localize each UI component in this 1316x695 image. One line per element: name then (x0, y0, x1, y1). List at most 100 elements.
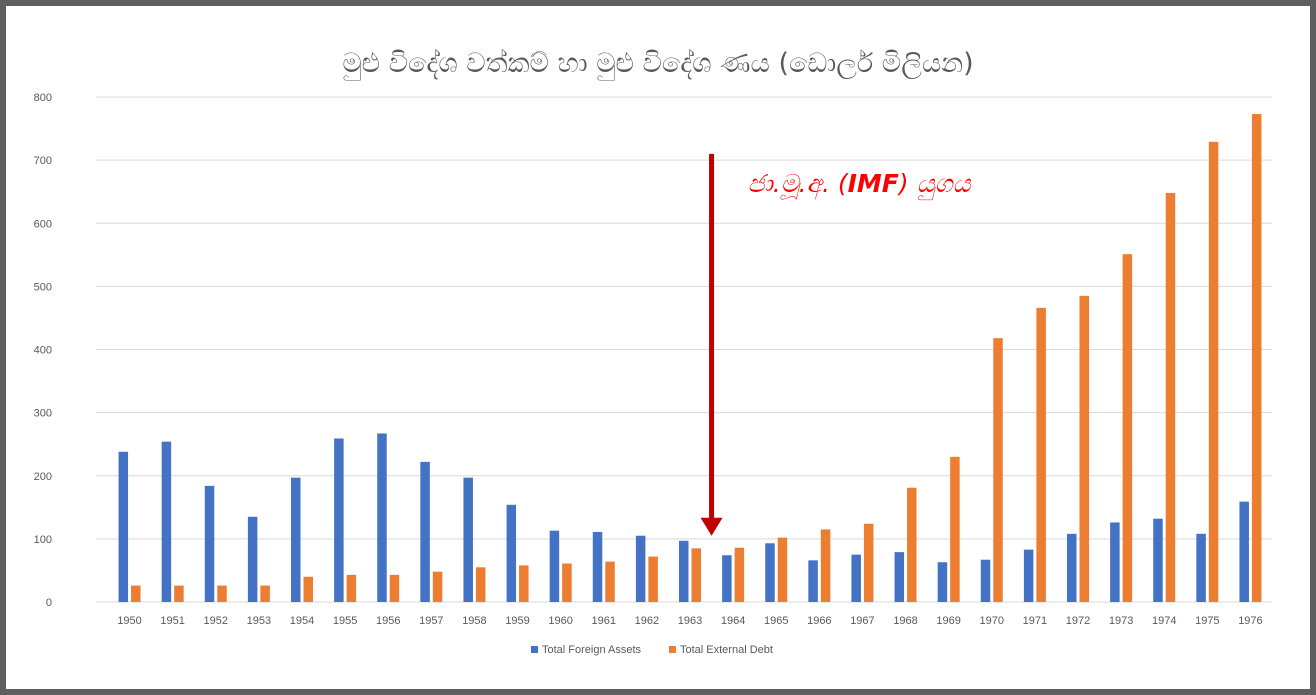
legend: Total Foreign Assets Total External Debt (531, 644, 773, 656)
x-tick-label: 1959 (505, 615, 529, 627)
chart-title: මුළු විදේශ වත්කම් හා මුළු විදේශ ණය (ඩොලර… (342, 48, 973, 80)
x-tick-label: 1976 (1238, 615, 1262, 627)
y-tick-label: 200 (34, 471, 52, 483)
bar-assets-1971 (1023, 549, 1034, 602)
imf-annotation: ජා.මූ.අ. (IMF) යුගය (700, 153, 972, 536)
bar-debt-1964 (734, 547, 745, 602)
bar-debt-1968 (907, 487, 917, 602)
bar-debt-1975 (1208, 141, 1219, 602)
bar-assets-1963 (679, 540, 689, 602)
y-tick-label: 600 (34, 218, 52, 230)
bar-debt-1950 (131, 585, 141, 602)
x-axis-ticks: 1950 1951 1952 1953 1954 1955 1956 1957 1958 1959… (117, 615, 1262, 627)
x-tick-label: 1960 (548, 615, 572, 627)
bar-debt-1973 (1122, 254, 1133, 602)
x-tick-label: 1950 (117, 615, 141, 627)
bar-debt-1967 (863, 523, 874, 602)
bar-debt-1954 (303, 576, 313, 602)
bar-debt-1971 (1036, 307, 1046, 602)
bar-debt-1976 (1251, 114, 1262, 602)
bar-debt-1953 (260, 585, 270, 602)
bar-assets-1964 (722, 555, 732, 602)
bar-assets-1960 (549, 530, 560, 602)
x-tick-label: 1952 (204, 615, 228, 627)
x-tick-label: 1968 (893, 615, 917, 627)
y-tick-label: 300 (34, 408, 52, 420)
bar-assets-1959 (506, 504, 517, 602)
bar-assets-1970 (980, 559, 991, 602)
x-tick-label: 1973 (1109, 615, 1133, 627)
x-tick-label: 1962 (635, 615, 659, 627)
annotation-arrow-head (700, 517, 723, 536)
x-tick-label: 1958 (462, 615, 486, 627)
bar-debt-1957 (432, 571, 443, 602)
legend-label: Total External Debt (680, 644, 773, 656)
bar-assets-1950 (118, 451, 129, 602)
bar-assets-1961 (592, 531, 603, 602)
legend-swatch-1 (669, 646, 676, 653)
legend-swatch-0 (531, 646, 538, 653)
bar-debt-1959 (519, 565, 529, 602)
annotation-prefix: ජා.මූ.අ. ( (748, 169, 849, 200)
y-tick-label: 0 (46, 597, 52, 609)
bar-debt-1965 (777, 537, 788, 602)
bar-debt-1956 (389, 574, 400, 602)
bar-assets-1957 (420, 461, 430, 602)
x-tick-label: 1953 (247, 615, 271, 627)
y-tick-label: 500 (34, 281, 52, 293)
bar-debt-1962 (648, 556, 658, 602)
x-tick-label: 1954 (290, 615, 314, 627)
x-tick-label: 1951 (160, 615, 184, 627)
bar-assets-1968 (894, 552, 905, 602)
bar-assets-1958 (463, 477, 473, 602)
bar-assets-1972 (1067, 533, 1077, 602)
x-tick-label: 1972 (1066, 615, 1090, 627)
x-tick-label: 1964 (721, 615, 745, 627)
bar-assets-1965 (765, 543, 775, 602)
x-tick-label: 1967 (850, 615, 874, 627)
bar-chart: මුළු විදේශ වත්කම් හා මුළු විදේශ ණය (ඩොලර… (34, 48, 1272, 656)
y-tick-label: 800 (34, 92, 52, 104)
x-tick-label: 1955 (333, 615, 357, 627)
x-tick-label: 1965 (764, 615, 788, 627)
bar-assets-1952 (204, 485, 215, 602)
x-tick-label: 1957 (419, 615, 443, 627)
bar-debt-1974 (1165, 192, 1176, 602)
bar-assets-1976 (1239, 501, 1249, 602)
bar-debt-1958 (475, 567, 486, 602)
x-tick-label: 1975 (1195, 615, 1219, 627)
bar-assets-1967 (851, 554, 861, 602)
annotation-imf: IMF (848, 169, 899, 198)
bar-debt-1960 (562, 563, 572, 602)
y-tick-label: 700 (34, 155, 52, 167)
bar-assets-1953 (247, 516, 258, 602)
x-tick-label: 1969 (936, 615, 960, 627)
bar-debt-1951 (174, 585, 184, 602)
bar-assets-1973 (1110, 522, 1120, 602)
gridlines (96, 96, 1272, 603)
bar-debt-1963 (691, 548, 701, 602)
bar-debt-1961 (605, 561, 615, 602)
bar-debt-1969 (950, 456, 960, 602)
annotation-label: ජා.මූ.අ. (IMF) යුගය (748, 169, 972, 200)
annotation-suffix: ) යුගය (897, 169, 972, 200)
x-tick-label: 1974 (1152, 615, 1176, 627)
bar-assets-1975 (1196, 533, 1206, 602)
bar-debt-1972 (1079, 295, 1089, 602)
x-tick-label: 1961 (592, 615, 616, 627)
x-tick-label: 1971 (1023, 615, 1047, 627)
chart-frame: මුළු විදේශ වත්කම් හා මුළු විදේශ ණය (ඩොලර… (6, 6, 1310, 689)
x-tick-label: 1963 (678, 615, 702, 627)
bar-assets-1966 (808, 560, 818, 602)
bar-assets-1962 (635, 535, 646, 602)
y-axis-ticks: 0 100 200 300 400 500 600 700 800 (34, 92, 52, 609)
legend-label: Total Foreign Assets (542, 644, 642, 656)
y-tick-label: 400 (34, 345, 52, 357)
bars (118, 114, 1262, 602)
x-tick-label: 1956 (376, 615, 400, 627)
x-tick-label: 1970 (980, 615, 1004, 627)
bar-debt-1966 (820, 529, 831, 602)
y-tick-label: 100 (34, 534, 52, 546)
x-tick-label: 1966 (807, 615, 831, 627)
bar-assets-1969 (937, 562, 948, 602)
